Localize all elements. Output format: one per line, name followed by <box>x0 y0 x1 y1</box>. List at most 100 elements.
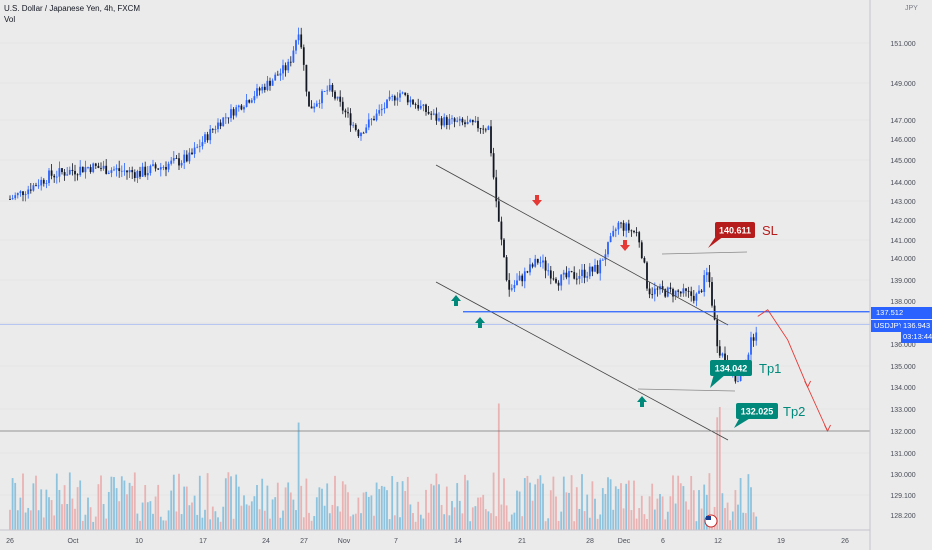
volume-bar <box>250 501 253 530</box>
volume-bar <box>328 513 331 530</box>
candle-body <box>391 96 394 97</box>
volume-bar <box>456 483 459 530</box>
volume-bar <box>89 507 92 530</box>
us-flag-canton <box>706 516 711 520</box>
candle-body <box>16 192 19 196</box>
volume-bar <box>167 510 170 530</box>
candle-body <box>705 272 708 276</box>
volume-bar <box>705 494 708 530</box>
candle-body <box>487 126 490 130</box>
candle-body <box>11 198 14 200</box>
candle-body <box>53 175 56 178</box>
volume-bar <box>726 502 729 530</box>
candle-body <box>492 153 495 178</box>
candle-body <box>700 290 703 292</box>
time-tick-label: 24 <box>262 538 270 545</box>
volume-bar <box>248 505 251 530</box>
volume-bar <box>175 511 178 530</box>
volume-bar <box>120 476 123 530</box>
price-tick-label: 144.000 <box>890 180 915 187</box>
volume-bar <box>690 476 693 530</box>
volume-bar <box>263 510 266 530</box>
price-tick-label: 143.000 <box>890 199 915 206</box>
volume-bar <box>118 501 121 530</box>
volume-bar <box>414 521 417 530</box>
candle-body <box>750 337 752 355</box>
volume-bar <box>344 484 347 530</box>
volume-bar <box>747 474 750 530</box>
candle-body <box>27 189 30 195</box>
candle-body <box>601 259 604 261</box>
sl-level-line <box>661 251 748 255</box>
candle-body <box>165 167 167 170</box>
volume-bar <box>549 490 552 530</box>
candle-body <box>633 230 635 233</box>
candle-body <box>438 118 440 121</box>
price-tick-label: 134.000 <box>890 385 915 392</box>
candle-body <box>479 128 482 129</box>
volume-bar <box>388 519 391 530</box>
candle-body <box>687 290 690 292</box>
price-tick-label: 136.000 <box>890 342 915 349</box>
volume-bar <box>331 504 334 530</box>
candle-body <box>292 50 295 63</box>
volume-bar <box>63 485 66 530</box>
volume-bar <box>458 500 461 530</box>
price-tick-label: 131.000 <box>890 451 915 458</box>
price-tick-label: 145.000 <box>890 158 915 165</box>
volume-bar <box>461 513 464 530</box>
volume-bar <box>87 497 89 530</box>
candle-body <box>94 163 97 166</box>
volume-bar <box>575 487 578 530</box>
price-tick-label: 130.000 <box>890 472 915 479</box>
candle-body <box>638 232 641 243</box>
candle-body <box>110 170 113 173</box>
candle-body <box>464 122 466 125</box>
candle-body <box>695 293 698 301</box>
candle-body <box>612 230 615 237</box>
volume-bar <box>71 498 74 530</box>
candle-body <box>755 332 758 341</box>
candle-body <box>583 269 586 278</box>
candle-body <box>154 164 157 169</box>
volume-bar <box>724 507 726 530</box>
volume-bar <box>253 496 256 530</box>
volume-bar <box>136 513 139 530</box>
volume-bar <box>752 512 755 530</box>
candle-body <box>373 118 375 121</box>
volume-bar <box>716 417 719 530</box>
candle-body <box>42 179 45 184</box>
candle-body <box>144 166 147 176</box>
volume-bar <box>193 495 196 530</box>
volume-bar <box>92 521 95 530</box>
candle-body <box>45 183 48 184</box>
volume-bar <box>500 504 503 530</box>
volume-bar <box>438 484 440 530</box>
price-tick-label: 141.000 <box>890 238 915 245</box>
volume-bar <box>227 472 230 530</box>
volume-bar <box>321 488 323 530</box>
candle-body <box>575 278 578 280</box>
volume-bar <box>555 496 557 530</box>
volume-bar <box>357 497 360 530</box>
tp2-label: Tp2 <box>783 404 805 419</box>
volume-bar <box>622 508 625 530</box>
volume-bar <box>162 520 165 530</box>
volume-bar <box>326 483 329 530</box>
volume-bar <box>45 489 48 530</box>
volume-bar <box>198 475 201 530</box>
candle-body <box>747 354 750 365</box>
candle-body <box>211 129 214 130</box>
candle-body <box>349 113 352 126</box>
candle-body <box>651 294 654 296</box>
candle-body <box>120 170 123 172</box>
volume-bar <box>425 489 427 530</box>
candle-body <box>383 108 386 109</box>
candle-body <box>578 276 581 279</box>
candle-body <box>178 158 180 166</box>
volume-bar <box>440 504 443 530</box>
candle-body <box>451 118 453 120</box>
volume-bar <box>313 516 316 530</box>
candle-body <box>50 170 53 176</box>
